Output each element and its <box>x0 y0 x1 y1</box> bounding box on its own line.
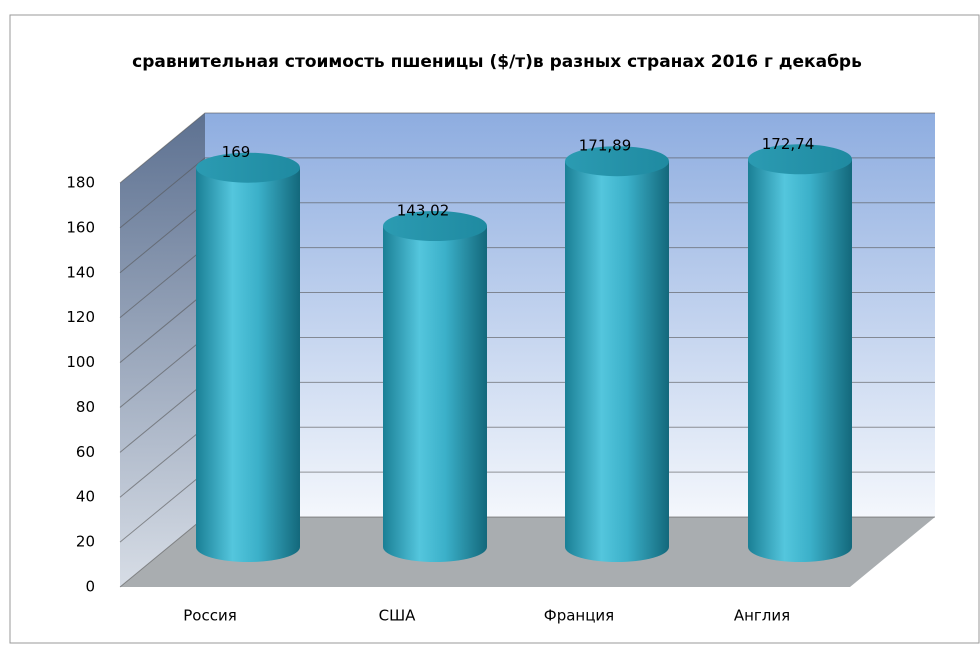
data-label: 171,89 <box>579 137 632 155</box>
grid-line <box>119 157 935 229</box>
y-tick-label: 160 <box>66 218 95 236</box>
bar-top <box>565 146 669 177</box>
bar-body <box>383 225 487 562</box>
y-tick-label: 60 <box>76 443 95 461</box>
grid-line <box>119 112 935 184</box>
bar-top <box>383 210 487 241</box>
y-tick-label: 180 <box>66 174 95 192</box>
bar-body <box>748 159 852 562</box>
floor <box>120 517 935 587</box>
x-tick-label: Франция <box>544 607 614 625</box>
bar-body <box>196 167 300 562</box>
y-tick-label: 140 <box>66 263 95 281</box>
bar-top <box>748 144 852 175</box>
chart-title: сравнительная стоимость пшеницы ($/т)в р… <box>132 52 862 72</box>
bar <box>565 146 669 562</box>
x-tick-label: Россия <box>183 607 237 625</box>
bar <box>383 210 487 562</box>
y-tick-label: 20 <box>76 533 95 551</box>
side-wall <box>120 113 205 587</box>
bar <box>196 152 300 562</box>
bar-body <box>565 161 669 562</box>
y-tick-label: 100 <box>66 353 95 371</box>
x-tick-label: Англия <box>734 607 790 625</box>
data-label: 169 <box>222 143 251 161</box>
bar-top <box>196 152 300 183</box>
y-tick-label: 40 <box>76 488 95 506</box>
bar <box>748 144 852 562</box>
y-tick-label: 0 <box>85 578 95 596</box>
y-tick-label: 80 <box>76 398 95 416</box>
y-tick-label: 120 <box>66 308 95 326</box>
data-label: 143,02 <box>397 201 450 219</box>
x-tick-label: США <box>379 607 417 625</box>
data-label: 172,74 <box>762 135 815 153</box>
